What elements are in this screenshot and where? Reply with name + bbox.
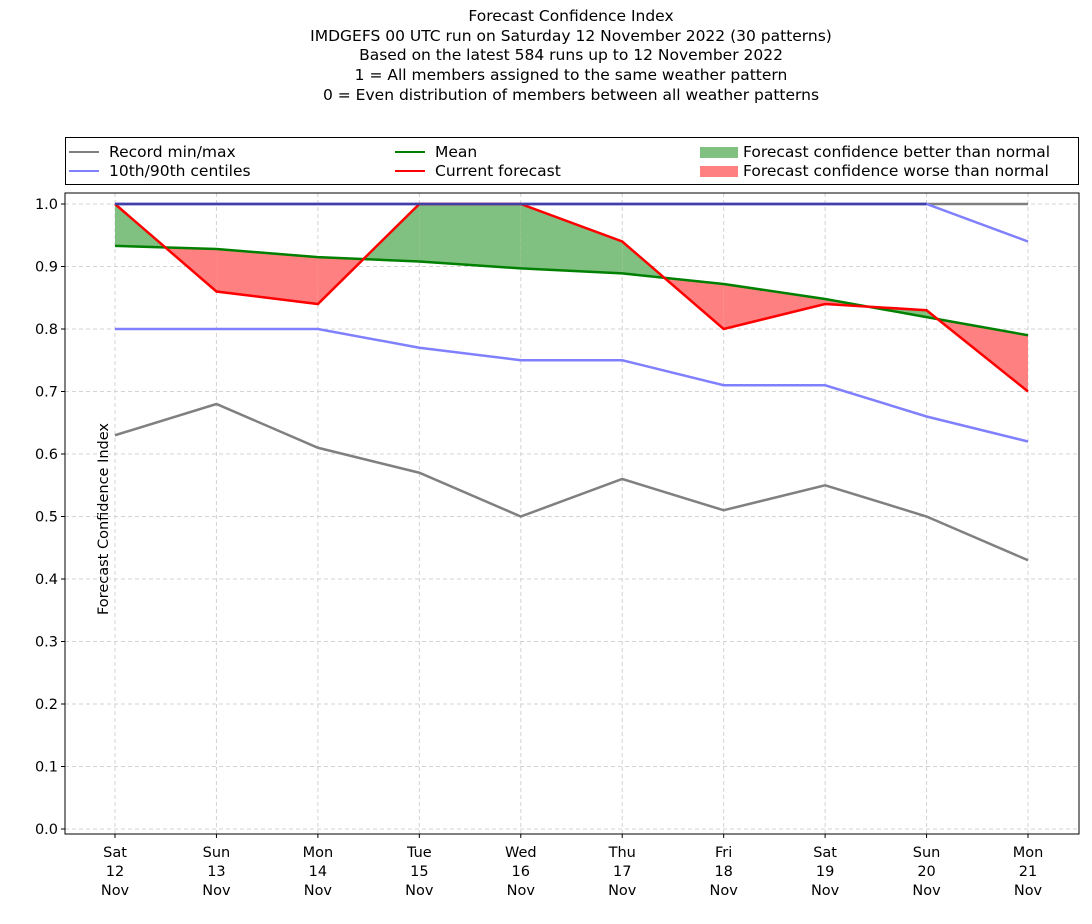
series-line-current-forecast	[114, 202, 1029, 393]
x-tick-label: Mon	[303, 845, 334, 861]
y-tick-label: 0.3	[35, 635, 58, 651]
series-line-10th-centile	[115, 327, 1029, 443]
x-tick-label: 14	[309, 864, 327, 880]
legend-label-better: Forecast confidence better than normal	[743, 143, 1051, 161]
x-tick-label: Sat	[103, 845, 127, 861]
legend-item-better: Forecast confidence better than normal	[700, 142, 1050, 162]
title-line-3: Based on the latest 584 runs up to 12 No…	[359, 46, 783, 65]
fill-worse-than-normal	[723, 284, 826, 329]
legend-item-current: Current forecast	[395, 161, 561, 181]
y-tick-label: 0.1	[35, 760, 58, 776]
title-line-1: Forecast Confidence Index	[468, 7, 674, 25]
legend-swatch-better	[700, 146, 738, 158]
legend-swatch-worse	[700, 165, 738, 177]
x-tick-label: Sat	[813, 845, 837, 861]
y-tick-label: 0.2	[35, 697, 58, 713]
x-tick-label: 18	[714, 864, 732, 880]
y-tick-label: 0.0	[35, 822, 58, 838]
legend-swatch-current	[395, 170, 425, 172]
x-tick-label: Nov	[811, 883, 840, 899]
series-line-record-min	[114, 402, 1029, 562]
y-tick-label: 0.9	[35, 260, 58, 276]
title-line-2: IMDGEFS 00 UTC run on Saturday 12 Novemb…	[310, 26, 832, 45]
title-line-5: 0 = Even distribution of members between…	[322, 85, 820, 104]
legend-label-record: Record min/max	[109, 143, 236, 161]
plot-frame	[64, 192, 1080, 835]
x-tick-label: Nov	[1014, 883, 1043, 899]
y-tick-label: 0.7	[35, 385, 58, 401]
x-tick-label: 21	[1019, 864, 1037, 880]
x-tick-label: Sun	[203, 845, 231, 861]
x-tick-label: 12	[106, 864, 124, 880]
x-tick-label: Thu	[608, 845, 636, 861]
x-tick-label: Fri	[715, 845, 732, 861]
legend-item-worse: Forecast confidence worse than normal	[700, 161, 1049, 181]
x-tick-label: 16	[512, 864, 530, 880]
x-tick-label: Nov	[101, 883, 130, 899]
x-tick-label: 19	[816, 864, 834, 880]
x-tick-label: 15	[410, 864, 428, 880]
fill-better-than-normal	[419, 204, 521, 269]
x-tick-label: Tue	[406, 845, 432, 861]
y-tick-label: 0.5	[35, 510, 58, 526]
x-tick-label: Nov	[608, 883, 637, 899]
legend-label-worse: Forecast confidence worse than normal	[743, 162, 1049, 180]
x-tick-label: Nov	[202, 883, 231, 899]
x-tick-label: Nov	[710, 883, 739, 899]
x-tick-label: Nov	[507, 883, 536, 899]
x-tick-label: 17	[613, 864, 631, 880]
fill-worse-than-normal	[216, 249, 318, 304]
x-tick-label: Wed	[505, 845, 537, 861]
y-tick-label: 0.6	[35, 447, 58, 463]
x-tick-label: Mon	[1013, 845, 1044, 861]
legend-swatch-record	[69, 151, 99, 153]
legend-label-current: Current forecast	[435, 162, 561, 180]
x-tick-label: 13	[207, 864, 225, 880]
chart-title: Forecast Confidence Index IMDGEFS 00 UTC…	[0, 7, 1092, 106]
legend-item-record: Record min/max	[69, 142, 236, 162]
legend-label-centiles: 10th/90th centiles	[109, 162, 251, 180]
legend-swatch-centiles	[69, 170, 99, 172]
y-tick-label: 0.8	[35, 322, 58, 338]
legend-item-mean: Mean	[395, 142, 477, 162]
x-tick-label: Sun	[913, 845, 941, 861]
x-tick-label: Nov	[912, 883, 941, 899]
fill-better-than-normal	[520, 204, 623, 274]
x-tick-label: Nov	[405, 883, 434, 899]
title-line-4: 1 = All members assigned to the same wea…	[354, 66, 788, 85]
y-tick-label: 0.4	[35, 572, 58, 588]
y-tick-label: 1.0	[35, 197, 58, 213]
x-tick-label: Nov	[304, 883, 333, 899]
y-axis-label: Forecast Confidence Index	[96, 422, 113, 616]
legend-label-mean: Mean	[435, 143, 478, 161]
x-tick-label: 20	[917, 864, 935, 880]
legend: Record min/max 10th/90th centiles Mean C…	[65, 137, 1079, 185]
legend-item-centiles: 10th/90th centiles	[69, 161, 251, 181]
legend-swatch-mean	[395, 151, 425, 153]
